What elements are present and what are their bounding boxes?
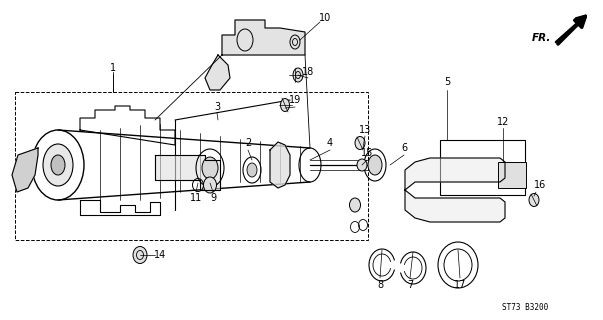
Ellipse shape [43, 144, 73, 186]
Ellipse shape [293, 68, 303, 82]
Ellipse shape [357, 159, 367, 171]
Text: 4: 4 [327, 138, 333, 148]
Polygon shape [205, 55, 230, 90]
Text: 14: 14 [154, 250, 166, 260]
Ellipse shape [350, 198, 361, 212]
Polygon shape [270, 142, 290, 188]
Ellipse shape [133, 246, 147, 263]
Polygon shape [405, 158, 505, 190]
Polygon shape [155, 155, 220, 190]
Ellipse shape [247, 163, 257, 177]
Text: 15: 15 [361, 148, 373, 158]
Text: 10: 10 [319, 13, 331, 23]
Polygon shape [12, 148, 38, 192]
Text: 12: 12 [497, 117, 509, 127]
Text: 17: 17 [454, 280, 466, 290]
Ellipse shape [529, 194, 539, 206]
Ellipse shape [202, 157, 218, 179]
Ellipse shape [355, 137, 365, 149]
Text: 11: 11 [190, 193, 202, 203]
Ellipse shape [203, 177, 216, 193]
Text: FR.: FR. [532, 33, 551, 43]
Ellipse shape [51, 155, 65, 175]
Text: 16: 16 [534, 180, 546, 190]
Text: 13: 13 [359, 125, 371, 135]
Bar [440, 140, 525, 195]
Text: 5: 5 [444, 77, 450, 87]
Polygon shape [405, 190, 505, 222]
Polygon shape [222, 20, 305, 55]
Text: 2: 2 [245, 138, 251, 148]
Text: 3: 3 [214, 102, 220, 112]
Text: 18: 18 [302, 67, 314, 77]
Text: 19: 19 [289, 95, 301, 105]
Text: 8: 8 [377, 280, 383, 290]
Ellipse shape [368, 155, 382, 175]
Text: 6: 6 [401, 143, 407, 153]
Text: 7: 7 [407, 280, 413, 290]
Bar [498, 162, 526, 188]
Text: 1: 1 [110, 63, 116, 73]
Ellipse shape [280, 99, 289, 111]
Text: ST73 B3200: ST73 B3200 [502, 303, 548, 313]
Text: 9: 9 [210, 193, 216, 203]
Ellipse shape [290, 35, 300, 49]
Bar [15, 92, 368, 240]
